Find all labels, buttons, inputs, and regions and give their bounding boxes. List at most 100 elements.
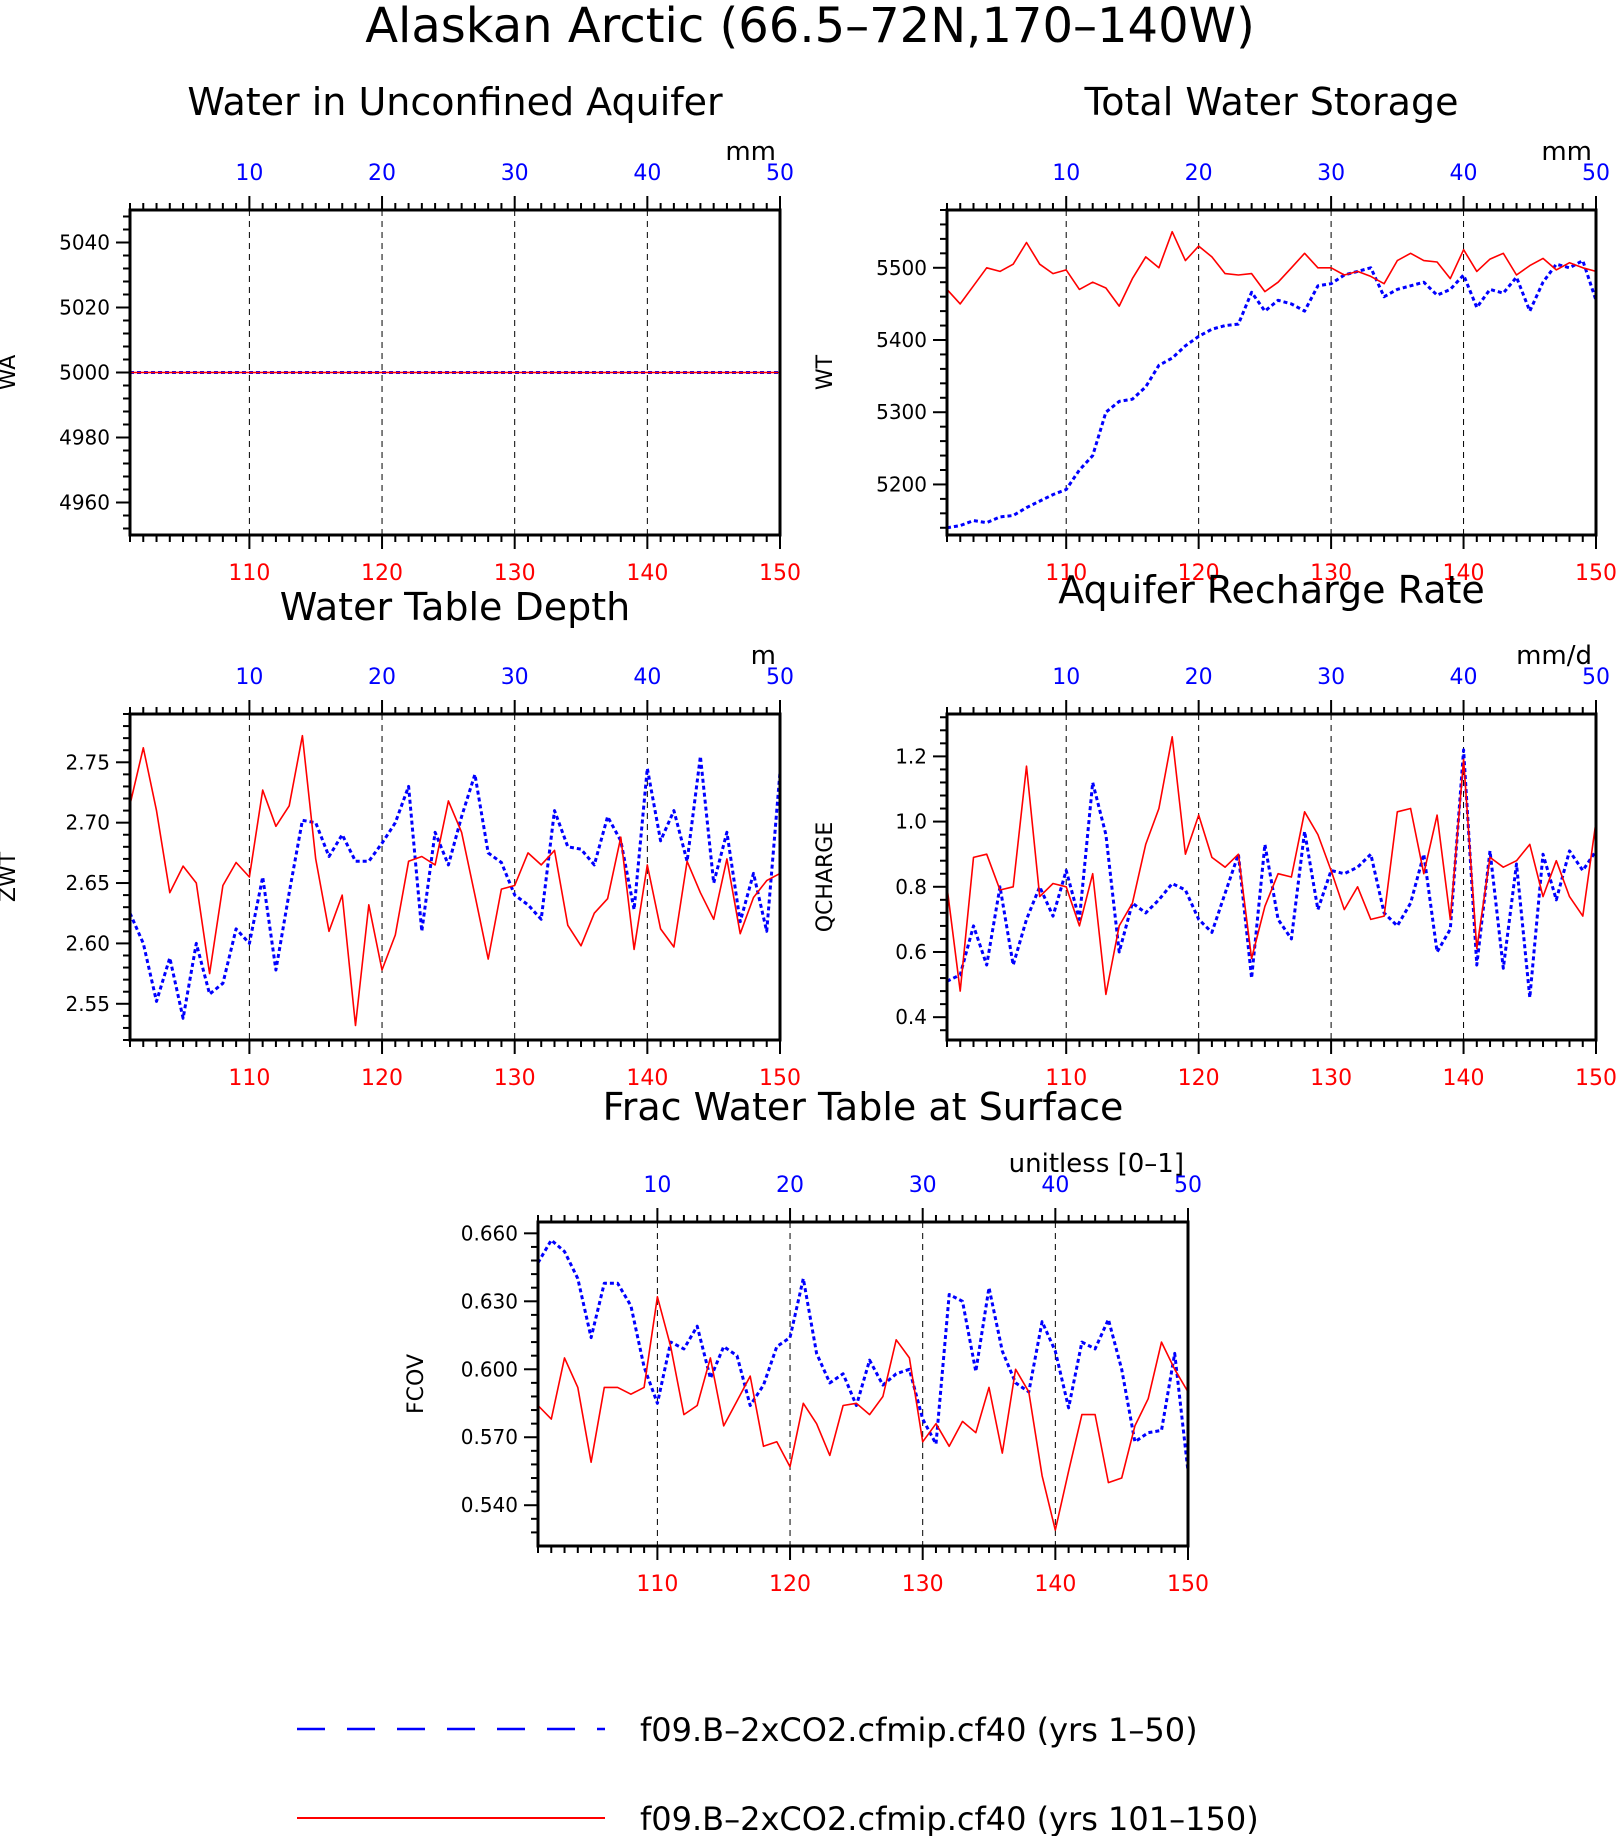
x-tick-label-red: 120: [769, 1572, 811, 1597]
y-tick-label: 0.660: [461, 1221, 518, 1245]
y-tick-label: 0.570: [461, 1425, 518, 1449]
series-line-red: [129, 734, 781, 1027]
series-line-blue: [128, 754, 782, 1020]
units-label: unitless [0–1]: [1009, 1149, 1184, 1179]
x-tick-label-blue: 20: [776, 1173, 804, 1198]
x-tick-label-red: 140: [626, 561, 668, 586]
x-tick-label-red: 140: [626, 1066, 668, 1091]
y-axis-label: WT: [813, 354, 838, 390]
x-tick-label-blue: 30: [1317, 665, 1345, 690]
x-tick-label-blue: 30: [501, 161, 529, 186]
x-tick-label-red: 150: [759, 1066, 801, 1091]
x-tick-label-blue: 40: [1041, 1173, 1069, 1198]
y-tick-label: 0.600: [461, 1357, 518, 1381]
x-tick-label-blue: 10: [235, 665, 263, 690]
y-tick-label: 5400: [876, 328, 927, 352]
y-tick-label: 5020: [59, 296, 110, 320]
plot-frame: [128, 208, 782, 537]
x-tick-label-blue: 50: [766, 161, 794, 186]
x-tick-label-blue: 40: [1450, 161, 1478, 186]
y-tick-label: 5200: [876, 472, 927, 496]
x-tick-label-blue: 50: [1582, 665, 1610, 690]
x-tick-label-red: 130: [494, 1066, 536, 1091]
y-tick-label: 2.75: [65, 750, 110, 774]
x-tick-label-blue: 10: [235, 161, 263, 186]
x-tick-label-red: 150: [1575, 1066, 1617, 1091]
x-tick-label-blue: 50: [1582, 161, 1610, 186]
plot-frame: [536, 1220, 1190, 1548]
chart-title: Aquifer Recharge Rate: [1058, 568, 1485, 612]
x-tick-label-red: 140: [1034, 1572, 1076, 1597]
chart-title: Frac Water Table at Surface: [603, 1085, 1124, 1129]
chart-title: Water in Unconfined Aquifer: [187, 80, 723, 124]
x-tick-label-red: 110: [228, 1066, 270, 1091]
series-line-blue: [946, 748, 1598, 1000]
y-tick-label: 2.55: [65, 992, 110, 1016]
series-line-red: [946, 230, 1597, 307]
y-tick-label: 5040: [59, 231, 110, 255]
x-tick-label-red: 120: [1178, 561, 1220, 586]
x-tick-label-blue: 50: [766, 665, 794, 690]
x-tick-label-red: 150: [1167, 1572, 1209, 1597]
y-tick-label: 5000: [59, 361, 110, 385]
x-tick-label-red: 110: [1045, 561, 1087, 586]
series-line-red: [946, 735, 1597, 996]
x-tick-label-blue: 40: [1450, 665, 1478, 690]
y-axis-label: FCOV: [404, 1354, 429, 1414]
series-line-red: [537, 1296, 1189, 1531]
x-tick-label-red: 150: [1575, 561, 1617, 586]
y-tick-label: 1.2: [895, 744, 927, 768]
x-tick-label-blue: 30: [909, 1173, 937, 1198]
units-label: mm/d: [1516, 641, 1592, 671]
x-tick-label-red: 110: [636, 1572, 678, 1597]
chart-panel-4: Frac Water Table at Surface unitless [0–1…: [404, 1085, 1209, 1597]
x-tick-label-blue: 20: [368, 161, 396, 186]
x-tick-label-blue: 10: [1052, 665, 1080, 690]
x-tick-label-red: 140: [1443, 561, 1485, 586]
legend-label-red: f09.B–2xCO2.cfmip.cf40 (yrs 101–150): [640, 1800, 1259, 1836]
units-label: mm: [725, 137, 776, 167]
y-tick-label: 1.0: [895, 810, 927, 834]
y-tick-label: 0.4: [895, 1005, 927, 1029]
plot-frame: [128, 712, 782, 1042]
x-tick-label-red: 140: [1443, 1066, 1485, 1091]
y-tick-label: 4980: [59, 426, 110, 450]
y-tick-label: 2.60: [65, 931, 110, 955]
x-tick-label-blue: 50: [1174, 1173, 1202, 1198]
y-tick-label: 5300: [876, 400, 927, 424]
y-tick-label: 0.630: [461, 1289, 518, 1313]
x-tick-label-blue: 40: [633, 665, 661, 690]
units-label: mm: [1541, 137, 1592, 167]
x-tick-label-red: 110: [228, 561, 270, 586]
plot-frame: [945, 208, 1598, 537]
chart-title: Total Water Storage: [1084, 80, 1459, 124]
x-tick-label-blue: 30: [1317, 161, 1345, 186]
y-axis-label: ZWT: [0, 851, 21, 902]
x-tick-label-red: 130: [494, 561, 536, 586]
chart-panel-3: Aquifer Recharge Rate mm/d QCHARGE 0.4 0.6 0.…: [813, 568, 1617, 1091]
y-tick-label: 0.6: [895, 940, 927, 964]
x-tick-label-blue: 10: [643, 1173, 671, 1198]
chart-title: Water Table Depth: [280, 585, 631, 629]
y-axis-label: QCHARGE: [813, 822, 838, 933]
x-tick-label-red: 150: [759, 561, 801, 586]
x-tick-label-red: 130: [902, 1572, 944, 1597]
legend: f09.B–2xCO2.cfmip.cf40 (yrs 1–50) f09.B–…: [297, 1711, 1259, 1836]
chart-panel-2: Water Table Depth m ZWT 2.55 2.60 2.65 2.70 2.7…: [0, 585, 801, 1091]
y-axis-label: WA: [0, 355, 21, 391]
x-tick-label-red: 120: [1178, 1066, 1220, 1091]
y-tick-label: 4960: [59, 491, 110, 515]
series-line-blue: [536, 1238, 1190, 1472]
x-tick-label-blue: 20: [1185, 161, 1213, 186]
x-tick-label-red: 110: [1045, 1066, 1087, 1091]
x-tick-label-red: 130: [1310, 1066, 1352, 1091]
series-line-blue: [946, 259, 1598, 530]
x-tick-label-blue: 20: [368, 665, 396, 690]
plot-frame: [945, 712, 1598, 1042]
x-tick-label-red: 130: [1310, 561, 1352, 586]
x-tick-label-red: 120: [361, 561, 403, 586]
figure-title: Alaskan Arctic (66.5–72N,170–140W): [365, 0, 1255, 54]
y-tick-label: 2.65: [65, 871, 110, 895]
